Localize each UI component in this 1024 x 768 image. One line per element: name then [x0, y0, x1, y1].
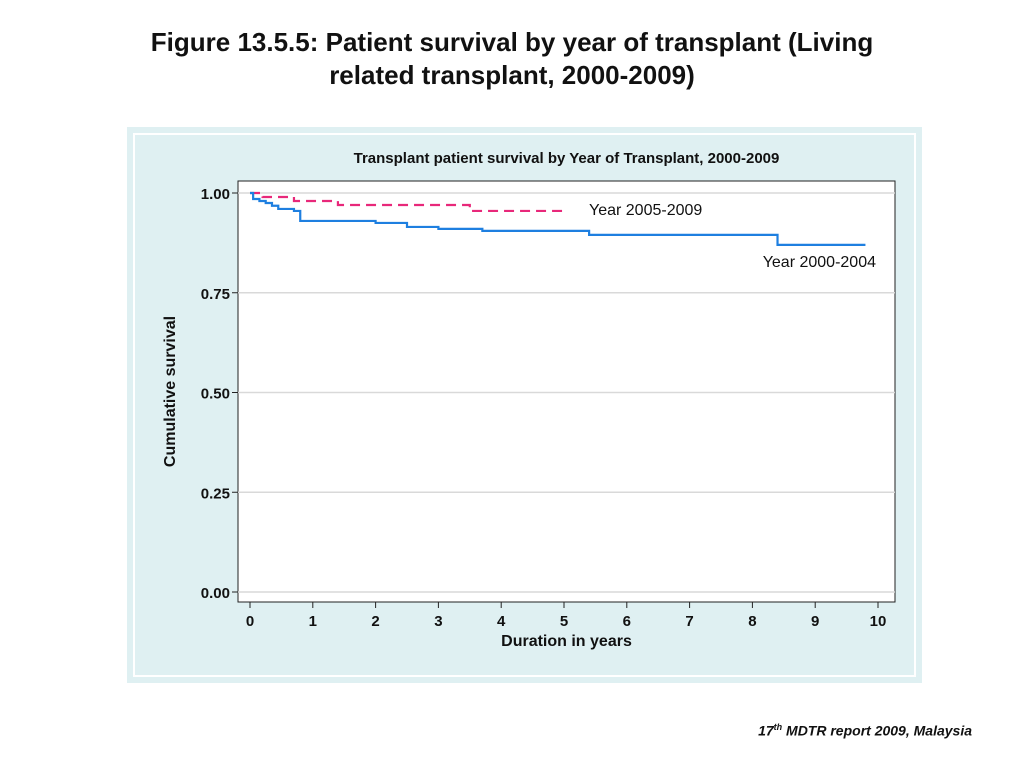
series-line-year-2000-2004: [250, 191, 866, 246]
x-tick-label: 5: [560, 613, 568, 630]
x-tick-label: 4: [497, 613, 506, 630]
chart-panel-border: [133, 133, 916, 677]
x-tick-label: 7: [685, 613, 693, 630]
chart-title: Transplant patient survival by Year of T…: [354, 150, 780, 167]
figure-title-line-1: Figure 13.5.5: Patient survival by year …: [150, 27, 874, 57]
figure-title-line-2: related transplant, 2000-2009): [329, 60, 695, 90]
series-label-year-2005-2009: Year 2005-2009: [589, 202, 702, 219]
y-tick-label: 1.00: [201, 186, 230, 203]
source-footer: 17th MDTR report 2009, Malaysia: [758, 722, 972, 739]
x-tick-label: 8: [748, 613, 756, 630]
plot-area: [237, 180, 896, 603]
footer-ordinal-suffix: th: [773, 722, 783, 732]
y-axis-title: Cumulative survival: [162, 316, 179, 467]
y-tick-label: 0.00: [201, 585, 230, 602]
survival-chart: Transplant patient survival by Year of T…: [162, 150, 896, 650]
y-tick-label: 0.25: [201, 485, 230, 502]
x-tick-label: 1: [309, 613, 317, 630]
x-tick-label: 10: [870, 613, 887, 630]
y-tick-label: 0.75: [201, 286, 230, 303]
x-tick-label: 0: [246, 613, 254, 630]
x-tick-label: 6: [623, 613, 631, 630]
figure-title: Figure 13.5.5: Patient survival by year …: [0, 26, 1024, 92]
x-tick-label: 3: [434, 613, 442, 630]
x-tick-label: 9: [811, 613, 819, 630]
series-label-year-2000-2004: Year 2000-2004: [763, 254, 876, 271]
chart-panel: Transplant patient survival by Year of T…: [127, 127, 922, 683]
series-line-year-2005-2009: [250, 191, 564, 213]
footer-ordinal: 17: [758, 722, 774, 739]
y-tick-label: 0.50: [201, 386, 230, 403]
footer-text: MDTR report 2009, Malaysia: [782, 722, 972, 739]
x-tick-label: 2: [371, 613, 379, 630]
x-axis-title: Duration in years: [501, 633, 632, 650]
